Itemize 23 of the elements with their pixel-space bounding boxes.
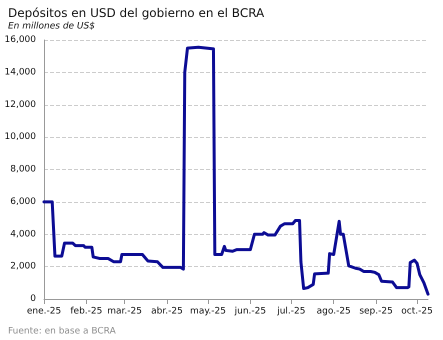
chart-subtitle: En millones de US$ [8, 22, 96, 32]
y-tick-label: 0 [30, 294, 36, 304]
x-tick-label: ago.-25 [316, 306, 351, 316]
y-tick-label: 16,000 [4, 35, 36, 45]
x-tick-label: sep.-25 [359, 306, 393, 316]
y-tick-label: 8,000 [10, 164, 36, 174]
x-tick-label: ene.-25 [26, 306, 62, 316]
x-tick-label: jun.-25 [234, 306, 266, 316]
y-tick-label: 14,000 [4, 67, 36, 78]
line-series [42, 46, 430, 296]
x-tick-label: oct.-25 [401, 306, 433, 316]
y-tick-label: 10,000 [4, 132, 36, 142]
y-tick-label: 6,000 [10, 196, 36, 207]
y-tick-label: 12,000 [4, 100, 36, 110]
y-tick-label: 2,000 [10, 262, 36, 272]
x-tick-label: mar.-25 [107, 306, 142, 316]
source-note: Fuente: en base a BCRA [8, 326, 117, 336]
x-tick-label: abr.-25 [151, 306, 183, 316]
x-tick-label: may.-25 [190, 306, 226, 316]
x-tick-label: jul.-25 [276, 306, 306, 316]
chart-title: Depósitos en USD del gobierno en el BCRA [8, 6, 266, 20]
x-tick-label: feb.-25 [70, 306, 102, 316]
y-tick-label: 4,000 [10, 229, 36, 240]
